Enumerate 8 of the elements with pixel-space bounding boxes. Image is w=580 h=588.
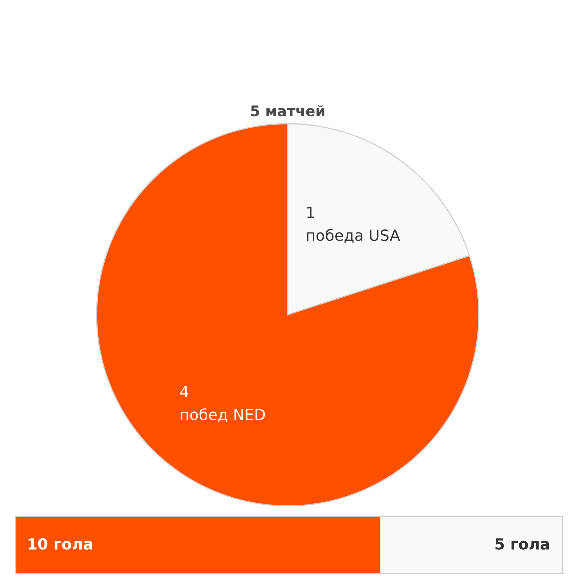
data-label: 4 xyxy=(180,386,189,398)
pie-slice xyxy=(96,123,480,507)
data-label: 10 гола xyxy=(28,538,92,550)
chart-title: 5 матчей xyxy=(251,105,325,117)
slice-label: победа USA xyxy=(307,229,400,244)
data-label: 5 гола xyxy=(496,538,550,550)
slice-label: побед NED xyxy=(181,408,266,422)
data-label: 1 xyxy=(308,206,314,218)
